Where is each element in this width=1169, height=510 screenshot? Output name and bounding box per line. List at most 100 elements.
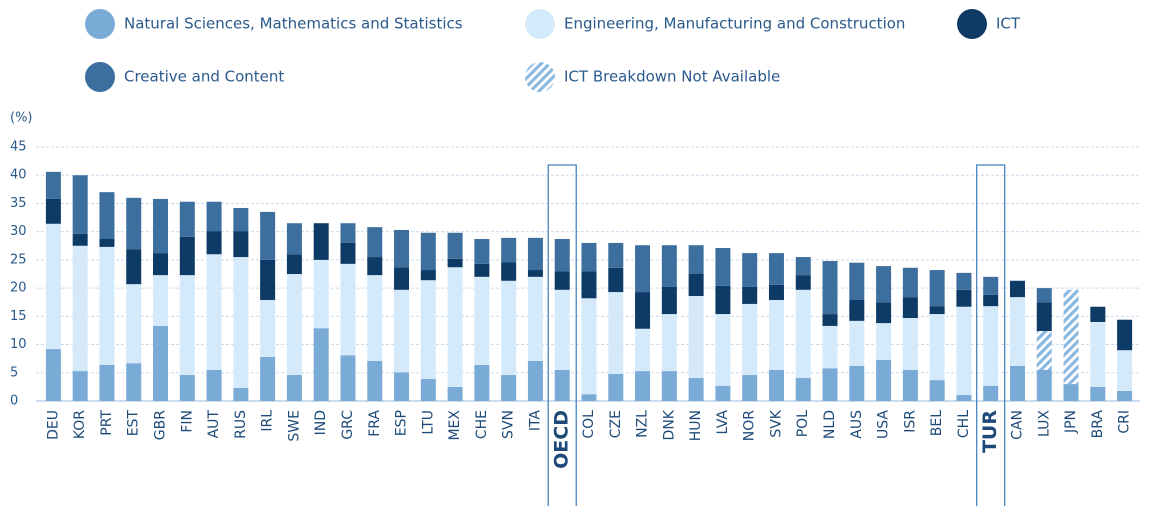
bar-segment [394, 267, 410, 290]
bar-segment [447, 232, 463, 259]
bar-segment [367, 227, 383, 258]
bar-segment [1036, 288, 1052, 303]
bar-segment [608, 292, 624, 374]
bar-segment [929, 314, 945, 381]
bar-segment [1063, 289, 1079, 385]
y-tick-label: 35 [10, 196, 27, 211]
bar-segment [688, 377, 704, 401]
x-tick-label: LTU [420, 410, 436, 435]
x-tick-label: AUS [849, 410, 865, 439]
bar-segment [179, 375, 195, 401]
bar-segment [153, 253, 169, 276]
x-tick-label: FIN [179, 410, 195, 433]
bar-segment [126, 363, 142, 401]
bar-segment [313, 223, 329, 260]
bar-segment [608, 242, 624, 268]
bar-segment [72, 175, 88, 234]
bar-segment [768, 299, 784, 370]
bar-segment [394, 372, 410, 401]
bar-segment [768, 284, 784, 300]
bar-segment [635, 371, 651, 401]
bar-segment [1117, 390, 1133, 401]
bar-segment [501, 375, 517, 401]
bar-segment [715, 314, 731, 386]
bar-segment [768, 253, 784, 285]
bar-segment [527, 276, 543, 361]
y-tick-label: 40 [10, 168, 27, 183]
x-tick-label: ISR [902, 410, 918, 433]
legend-label: ICT Breakdown Not Available [564, 68, 780, 86]
bar-segment [929, 270, 945, 307]
y-tick-label: 45 [10, 140, 27, 155]
highlight-box [547, 164, 577, 510]
bar-segment [876, 302, 892, 324]
bar-segment [876, 266, 892, 303]
bar-segment [822, 261, 838, 315]
x-tick-label: AUT [206, 410, 222, 439]
x-tick-label: FRA [367, 410, 383, 437]
x-tick-label: COL [581, 410, 597, 439]
bar-segment [99, 364, 115, 401]
bar-segment [233, 231, 249, 258]
legend-swatch [525, 62, 555, 92]
bar-segment [394, 289, 410, 373]
bar-segment [983, 294, 999, 307]
x-tick-label: POL [795, 410, 811, 437]
bar-segment [902, 369, 918, 401]
bar-segment [1036, 331, 1052, 370]
bar-segment [179, 236, 195, 276]
highlight-box [976, 164, 1006, 510]
bar-segment [447, 258, 463, 268]
bar-segment [554, 239, 570, 272]
bar-segment [849, 366, 865, 401]
bar-segment [581, 394, 597, 401]
bar-segment [581, 298, 597, 395]
legend-swatch [85, 9, 115, 39]
bar-segment [126, 284, 142, 364]
x-tick-label: LUX [1036, 410, 1052, 437]
legend-label: Creative and Content [124, 68, 284, 86]
bar-segment [340, 355, 356, 401]
bar-segment [902, 267, 918, 298]
bar-segment [45, 198, 61, 224]
bar-segment [1090, 386, 1106, 401]
x-tick-label: GBR [153, 410, 169, 440]
bar-segment [527, 270, 543, 277]
bar-segment [608, 373, 624, 401]
bar-segment [795, 257, 811, 276]
bar-segment [956, 394, 972, 401]
bar-segment [527, 237, 543, 271]
bar-segment [635, 292, 651, 329]
bar-segment [72, 371, 88, 401]
bar-segment [420, 232, 436, 271]
bar-segment [768, 369, 784, 401]
x-tick-label: TUR [979, 410, 1001, 453]
x-tick-label: NOR [742, 410, 758, 441]
bar-segment [554, 271, 570, 290]
bar-segment [260, 211, 276, 260]
x-tick-label: PRT [99, 410, 115, 436]
bar-segment [420, 378, 436, 401]
bar-segment [153, 198, 169, 254]
bar-segment [420, 270, 436, 281]
x-tick-label: RUS [233, 410, 249, 439]
legend-swatch [525, 9, 555, 39]
bar-segment [1117, 319, 1133, 351]
y-tick-label: 10 [10, 337, 27, 352]
x-tick-label: DNK [661, 409, 677, 440]
bar-segment [715, 248, 731, 286]
bar-segment [340, 223, 356, 243]
bar-segment [902, 297, 918, 319]
bar-segment [420, 280, 436, 379]
bar-segment [581, 242, 597, 272]
bar-segment [260, 299, 276, 357]
bar-segment [661, 286, 677, 315]
bar-segment [72, 245, 88, 372]
bar-segment [1117, 350, 1133, 391]
bar-segment [1036, 302, 1052, 332]
x-tick-label: DEU [45, 410, 61, 440]
legend-label: Engineering, Manufacturing and Construct… [564, 15, 905, 33]
bar-segment [1009, 280, 1025, 298]
bar-segment [260, 259, 276, 300]
bar-segment [45, 171, 61, 199]
